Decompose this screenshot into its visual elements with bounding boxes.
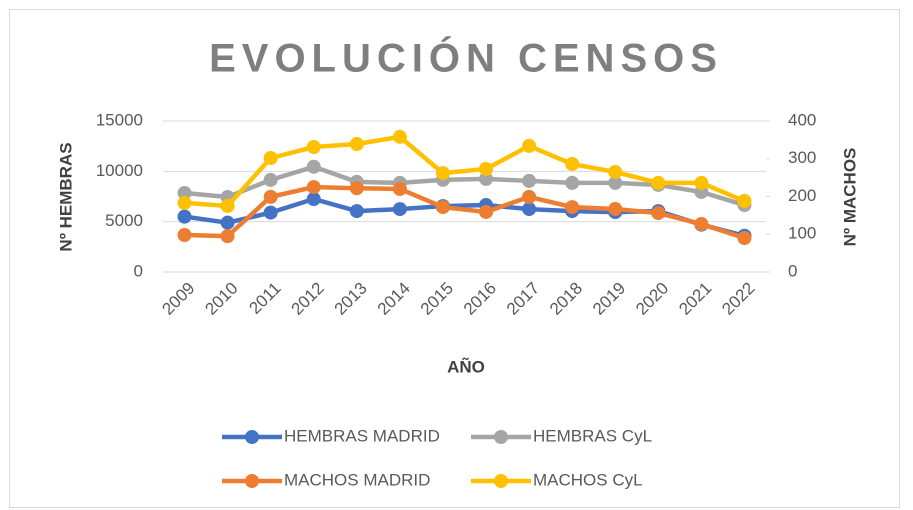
point [694, 175, 709, 190]
y-tick-label: 10000 [96, 161, 143, 180]
point [522, 173, 537, 188]
point [479, 171, 494, 186]
point [522, 138, 537, 153]
legend-marker [494, 430, 508, 444]
point [177, 195, 192, 210]
point [177, 185, 192, 200]
point [392, 202, 407, 217]
y2-tick-label: 300 [788, 148, 816, 167]
y2-tick-label: 200 [788, 186, 816, 205]
point [565, 175, 580, 190]
y2-tick-label: 100 [788, 224, 816, 243]
legend-marker [245, 430, 259, 444]
chart-title: EVOLUCIÓN CENSOS [209, 35, 723, 81]
point [479, 161, 494, 176]
y-axis-title: Nº HEMBRAS [56, 142, 75, 251]
point [177, 209, 192, 224]
point [306, 192, 321, 207]
x-axis-title: AÑO [447, 356, 485, 376]
point [306, 159, 321, 174]
point [220, 215, 235, 230]
y2-axis-title: Nº MACHOS [840, 148, 859, 247]
point [306, 180, 321, 195]
point [608, 201, 623, 216]
point [479, 204, 494, 219]
legend-label: MACHOS MADRID [284, 470, 430, 489]
point [565, 157, 580, 172]
point [608, 164, 623, 179]
series-line [184, 164, 746, 208]
point [220, 198, 235, 213]
point [737, 231, 752, 246]
point [608, 175, 623, 190]
point [694, 217, 709, 232]
series-line [184, 134, 746, 209]
legend-marker [494, 474, 508, 488]
point [651, 175, 666, 190]
point [349, 204, 364, 219]
point [392, 129, 407, 144]
point [435, 166, 450, 181]
point [263, 172, 278, 187]
point [263, 189, 278, 204]
point [177, 228, 192, 243]
y-tick-label: 15000 [96, 110, 143, 129]
legend-label: MACHOS CyL [533, 470, 643, 489]
chart-frame [9, 9, 900, 508]
point [263, 205, 278, 220]
point [220, 229, 235, 244]
point [565, 200, 580, 215]
point [349, 137, 364, 152]
point [522, 189, 537, 204]
y2-tick-label: 0 [788, 261, 797, 280]
y-tick-label: 0 [134, 261, 143, 280]
point [263, 150, 278, 165]
point [651, 206, 666, 221]
legend-marker [245, 474, 259, 488]
y-tick-label: 5000 [105, 211, 143, 230]
point [392, 181, 407, 196]
series-line [184, 184, 746, 241]
point [522, 202, 537, 217]
y2-tick-label: 400 [788, 110, 816, 129]
point [349, 181, 364, 196]
point [737, 194, 752, 209]
point [435, 200, 450, 215]
point [306, 140, 321, 155]
legend-label: HEMBRAS MADRID [284, 426, 440, 445]
legend-label: HEMBRAS CyL [533, 426, 652, 445]
